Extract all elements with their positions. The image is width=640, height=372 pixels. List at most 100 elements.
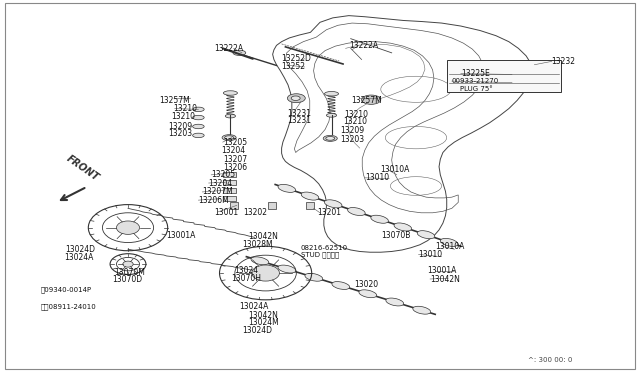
- Ellipse shape: [324, 92, 339, 96]
- Text: 13210: 13210: [172, 112, 196, 121]
- Ellipse shape: [417, 231, 435, 239]
- Text: 13070M: 13070M: [114, 268, 145, 277]
- Text: 13232: 13232: [552, 57, 576, 66]
- Text: 13024D: 13024D: [65, 245, 95, 254]
- Text: 13222A: 13222A: [349, 41, 378, 50]
- Text: 00933-21270: 00933-21270: [452, 78, 499, 84]
- Text: 13203: 13203: [340, 135, 365, 144]
- Ellipse shape: [278, 265, 296, 273]
- Text: 13231: 13231: [287, 109, 311, 118]
- Text: 13001: 13001: [214, 208, 239, 217]
- Ellipse shape: [193, 133, 204, 138]
- Ellipse shape: [193, 124, 204, 129]
- Text: 13210: 13210: [344, 110, 369, 119]
- Text: FRONT: FRONT: [65, 154, 101, 183]
- Text: 13028M: 13028M: [242, 240, 273, 248]
- Text: 13225E: 13225E: [461, 69, 490, 78]
- Text: 13010A: 13010A: [380, 165, 410, 174]
- Bar: [268, 202, 276, 209]
- Text: 13206M: 13206M: [198, 196, 229, 205]
- Text: 13010A: 13010A: [435, 242, 465, 251]
- Ellipse shape: [326, 113, 337, 117]
- Text: ^: 300 00: 0: ^: 300 00: 0: [529, 357, 573, 363]
- Ellipse shape: [348, 208, 365, 215]
- Text: 13201: 13201: [317, 208, 342, 217]
- Ellipse shape: [324, 200, 342, 208]
- Text: 13210: 13210: [343, 117, 367, 126]
- Text: 13210: 13210: [173, 104, 197, 113]
- Text: 13070D: 13070D: [112, 275, 142, 284]
- Text: 13024: 13024: [234, 266, 259, 275]
- Text: 13205: 13205: [223, 138, 247, 147]
- Ellipse shape: [326, 137, 335, 140]
- Ellipse shape: [305, 273, 323, 281]
- Ellipse shape: [359, 290, 377, 298]
- Ellipse shape: [193, 107, 204, 112]
- Ellipse shape: [371, 215, 388, 223]
- Text: 13024M: 13024M: [248, 318, 279, 327]
- Bar: [223, 196, 236, 201]
- Ellipse shape: [413, 306, 431, 314]
- Bar: [223, 180, 236, 185]
- Text: 13252: 13252: [282, 62, 306, 71]
- Bar: [230, 202, 238, 209]
- Text: 13070B: 13070B: [381, 231, 411, 240]
- Text: STUD スタッド: STUD スタッド: [301, 252, 339, 259]
- Text: 13204: 13204: [209, 179, 233, 187]
- Circle shape: [123, 261, 133, 267]
- Ellipse shape: [225, 114, 236, 118]
- Ellipse shape: [223, 91, 237, 95]
- Ellipse shape: [233, 50, 246, 55]
- Text: 13001A: 13001A: [166, 231, 196, 240]
- Ellipse shape: [332, 282, 349, 289]
- Text: 13222A: 13222A: [214, 44, 244, 53]
- Bar: [223, 172, 236, 177]
- Text: 08216-62510: 08216-62510: [301, 246, 348, 251]
- Text: 13001A: 13001A: [428, 266, 457, 275]
- Text: 13010: 13010: [419, 250, 443, 259]
- Text: 13207: 13207: [223, 155, 247, 164]
- Bar: [306, 202, 314, 209]
- Ellipse shape: [193, 115, 204, 120]
- Text: 13207M: 13207M: [202, 187, 233, 196]
- Ellipse shape: [440, 238, 458, 246]
- Ellipse shape: [291, 96, 300, 100]
- Ellipse shape: [386, 298, 404, 306]
- Bar: [223, 188, 236, 193]
- Text: 13203: 13203: [168, 129, 193, 138]
- Text: 13257M: 13257M: [159, 96, 189, 105]
- Text: Ⓦ09340-0014P: Ⓦ09340-0014P: [40, 286, 92, 293]
- Text: 13205: 13205: [211, 170, 236, 179]
- Text: 13206: 13206: [223, 163, 247, 172]
- Circle shape: [116, 221, 140, 234]
- Ellipse shape: [301, 192, 319, 200]
- Text: 13042N: 13042N: [248, 311, 278, 320]
- Circle shape: [252, 265, 280, 281]
- Text: 13070H: 13070H: [232, 274, 262, 283]
- Ellipse shape: [323, 135, 337, 141]
- Text: 13042N: 13042N: [430, 275, 460, 283]
- Ellipse shape: [394, 223, 412, 231]
- Text: 13231: 13231: [287, 116, 311, 125]
- Text: 13024A: 13024A: [239, 302, 269, 311]
- Text: 13204: 13204: [221, 146, 245, 155]
- Text: 13042N: 13042N: [248, 232, 278, 241]
- Text: 13202: 13202: [243, 208, 268, 217]
- Ellipse shape: [278, 185, 296, 192]
- Text: 13020: 13020: [355, 280, 379, 289]
- Ellipse shape: [225, 136, 234, 140]
- Text: 13257M: 13257M: [351, 96, 381, 105]
- Ellipse shape: [222, 135, 236, 141]
- FancyBboxPatch shape: [447, 60, 561, 92]
- Ellipse shape: [251, 257, 269, 265]
- Text: 13252D: 13252D: [282, 54, 312, 63]
- Text: 13024D: 13024D: [242, 326, 272, 335]
- Text: PLUG 75°: PLUG 75°: [460, 86, 492, 92]
- Text: 13209: 13209: [340, 126, 365, 135]
- Ellipse shape: [287, 94, 305, 103]
- Text: 13209: 13209: [168, 122, 193, 131]
- Text: 13010: 13010: [365, 173, 389, 182]
- Ellipse shape: [362, 95, 381, 104]
- Text: Ⓝ⓮08911-24010: Ⓝ⓮08911-24010: [40, 304, 96, 310]
- Text: 13024A: 13024A: [64, 253, 93, 262]
